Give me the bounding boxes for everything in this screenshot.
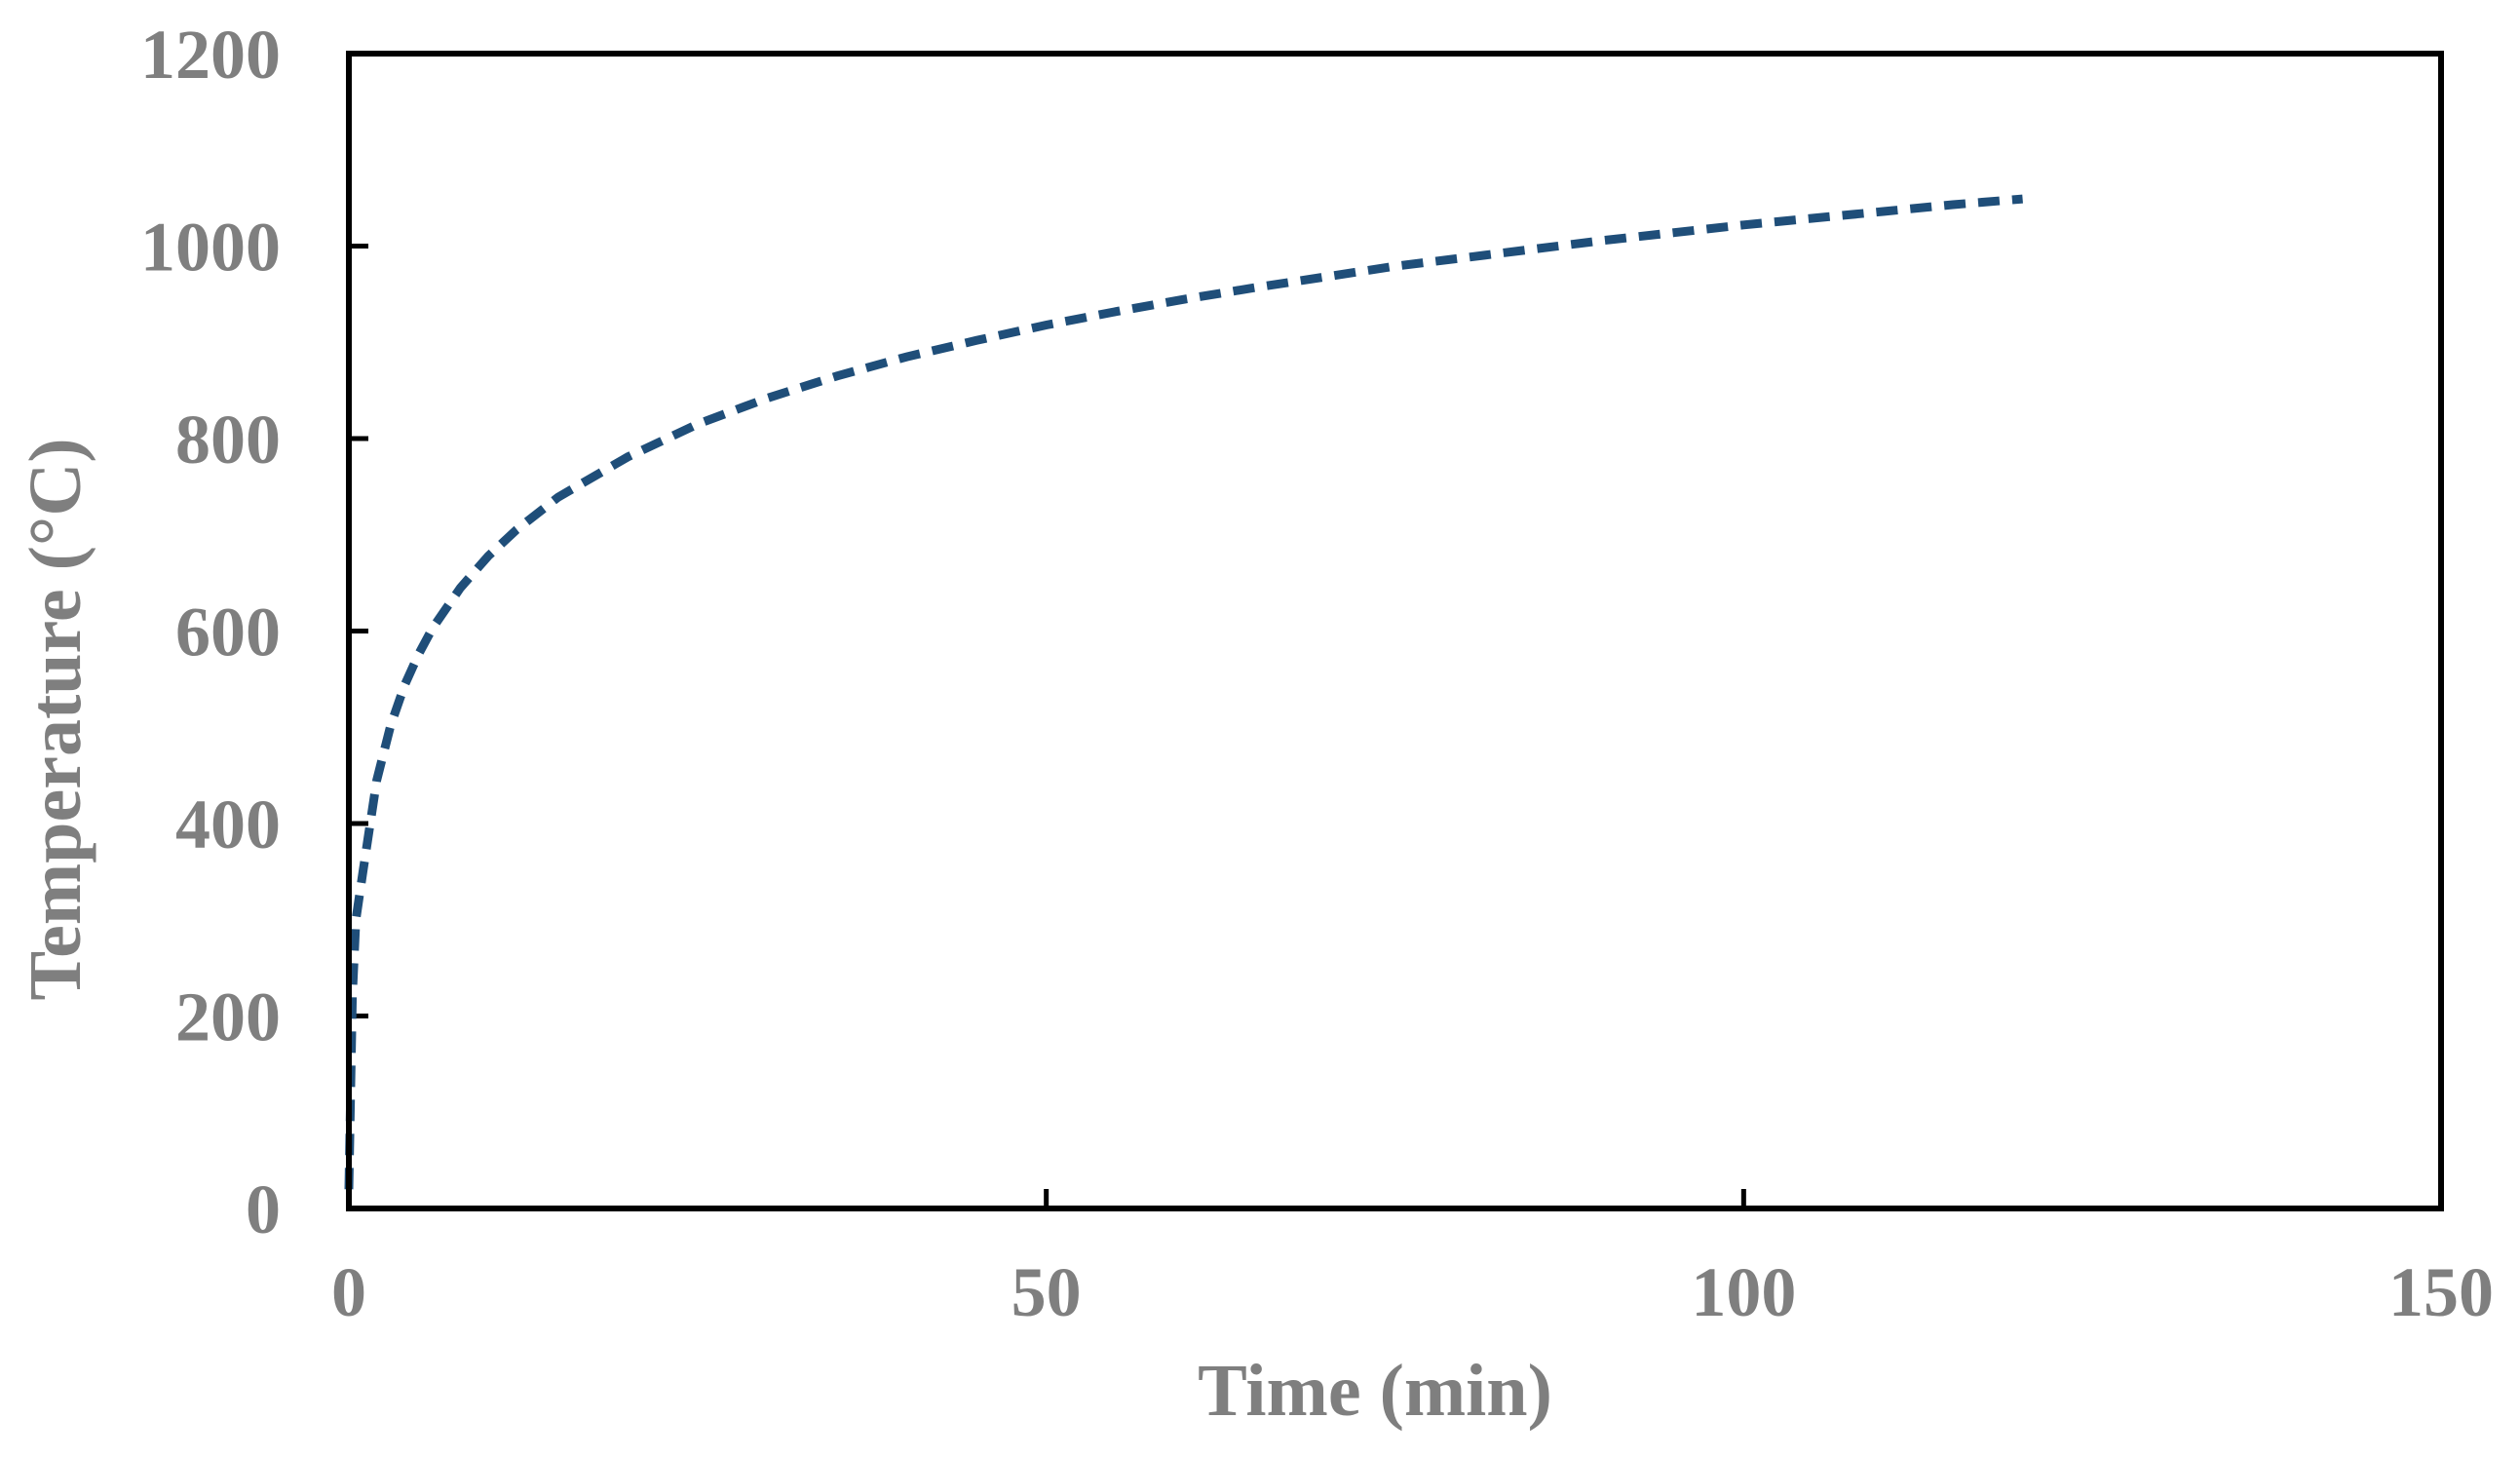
x-tick-label: 150 <box>2388 1253 2494 1331</box>
y-tick-label: 1200 <box>140 16 281 94</box>
y-tick-label: 1000 <box>140 209 281 287</box>
x-tick-label: 100 <box>1691 1253 1796 1331</box>
y-tick-label: 400 <box>175 786 281 863</box>
x-tick-label: 0 <box>331 1253 366 1331</box>
y-tick-label: 800 <box>175 401 281 479</box>
series-line <box>344 194 2023 1190</box>
plot-area-frame <box>346 51 2444 1211</box>
axis-ticks <box>346 51 2444 1211</box>
tick-labels: 0 200 400 600 800 1000 1200 0 50 100 150 <box>140 16 2494 1331</box>
y-tick-label: 0 <box>246 1170 281 1248</box>
y-axis-title: Temperature (°C) <box>15 438 96 1000</box>
y-tick-label: 200 <box>175 978 281 1056</box>
x-axis-title: Time (min) <box>1198 1350 1552 1432</box>
y-tick-label: 600 <box>175 594 281 671</box>
x-tick-label: 50 <box>1012 1253 1082 1331</box>
